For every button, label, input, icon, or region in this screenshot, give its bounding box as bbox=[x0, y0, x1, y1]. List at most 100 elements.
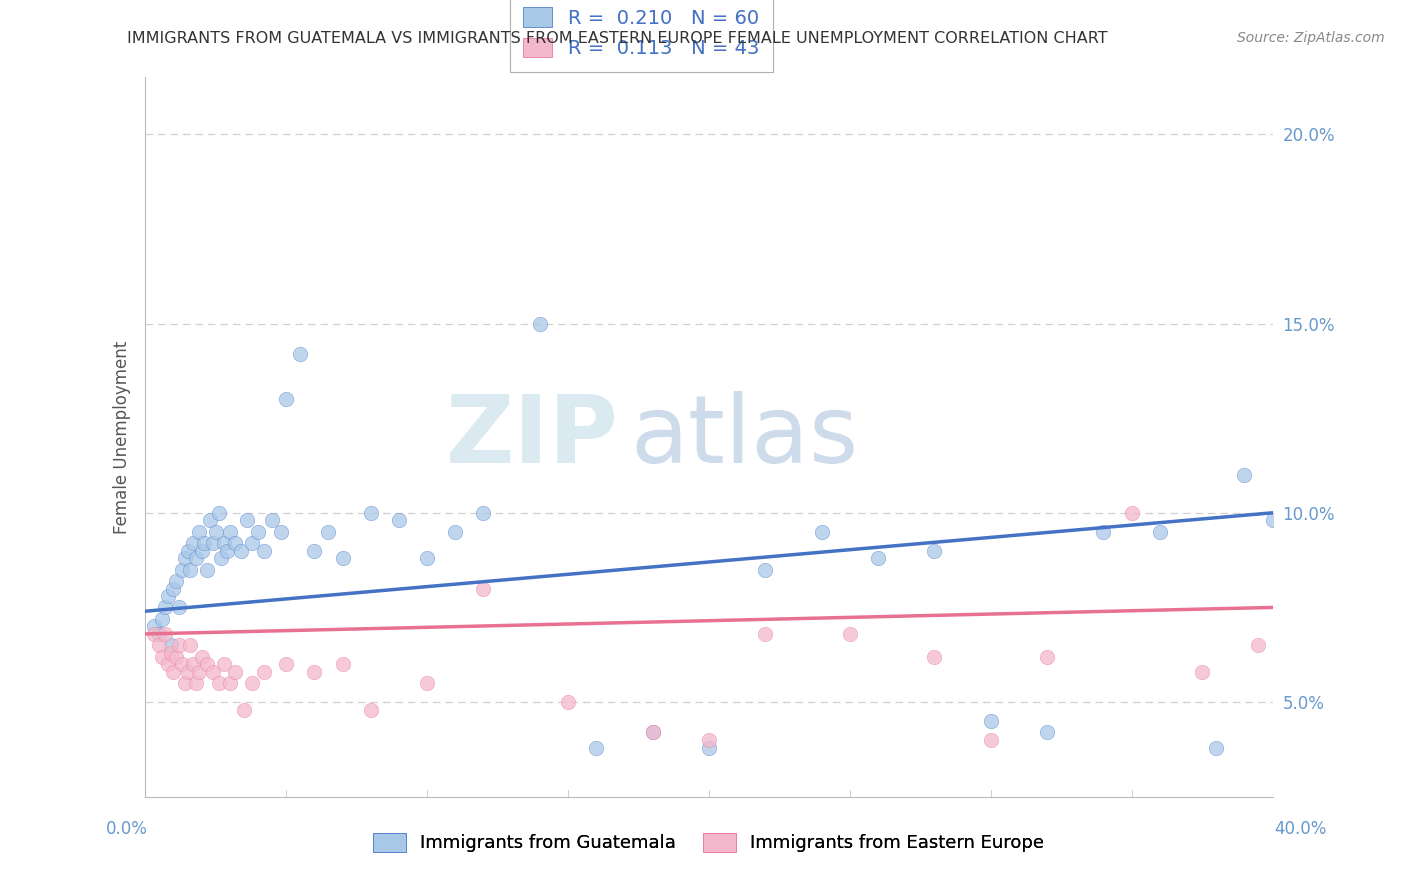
Point bbox=[190, 543, 212, 558]
Point bbox=[472, 582, 495, 596]
Point bbox=[270, 524, 292, 539]
Point bbox=[318, 524, 340, 539]
Point bbox=[207, 506, 229, 520]
Point bbox=[170, 563, 193, 577]
Point bbox=[212, 536, 235, 550]
Point bbox=[184, 551, 207, 566]
Point bbox=[253, 543, 276, 558]
Point bbox=[472, 506, 495, 520]
Point bbox=[173, 551, 195, 566]
Point bbox=[170, 657, 193, 672]
Point bbox=[218, 524, 240, 539]
Point bbox=[148, 627, 170, 641]
Point bbox=[201, 536, 224, 550]
Text: 40.0%: 40.0% bbox=[1274, 820, 1327, 838]
Point bbox=[290, 347, 312, 361]
Point bbox=[1121, 506, 1143, 520]
Point bbox=[224, 665, 246, 679]
Point bbox=[179, 638, 201, 652]
Point bbox=[247, 524, 270, 539]
Point bbox=[201, 665, 224, 679]
Point bbox=[176, 665, 198, 679]
Text: IMMIGRANTS FROM GUATEMALA VS IMMIGRANTS FROM EASTERN EUROPE FEMALE UNEMPLOYMENT : IMMIGRANTS FROM GUATEMALA VS IMMIGRANTS … bbox=[127, 31, 1107, 46]
Text: ZIP: ZIP bbox=[446, 391, 619, 483]
Point bbox=[156, 589, 179, 603]
Point bbox=[173, 676, 195, 690]
Point bbox=[187, 665, 209, 679]
Point bbox=[195, 563, 218, 577]
Point bbox=[276, 657, 298, 672]
Point bbox=[754, 627, 776, 641]
Point bbox=[924, 649, 946, 664]
Point bbox=[167, 600, 190, 615]
Y-axis label: Female Unemployment: Female Unemployment bbox=[114, 341, 131, 533]
Point bbox=[159, 646, 181, 660]
Point bbox=[416, 551, 439, 566]
Point bbox=[198, 513, 221, 527]
Point bbox=[1149, 524, 1171, 539]
Point bbox=[1036, 649, 1059, 664]
Point bbox=[193, 536, 215, 550]
Point bbox=[162, 582, 184, 596]
Point bbox=[207, 676, 229, 690]
Point bbox=[697, 740, 720, 755]
Point bbox=[1261, 513, 1284, 527]
Point bbox=[754, 563, 776, 577]
Point bbox=[190, 649, 212, 664]
Point bbox=[332, 551, 354, 566]
Point bbox=[233, 703, 256, 717]
Point bbox=[156, 657, 179, 672]
Point bbox=[810, 524, 832, 539]
Point bbox=[924, 543, 946, 558]
Text: Source: ZipAtlas.com: Source: ZipAtlas.com bbox=[1237, 31, 1385, 45]
Point bbox=[444, 524, 467, 539]
Point bbox=[242, 676, 264, 690]
Point bbox=[150, 612, 173, 626]
Point bbox=[332, 657, 354, 672]
Point bbox=[1205, 740, 1227, 755]
Point bbox=[165, 574, 187, 588]
Point bbox=[262, 513, 284, 527]
Point bbox=[142, 619, 165, 633]
Point bbox=[360, 506, 382, 520]
Point bbox=[980, 733, 1002, 747]
Point bbox=[184, 676, 207, 690]
Point bbox=[212, 657, 235, 672]
Point bbox=[181, 536, 204, 550]
Point bbox=[641, 725, 664, 739]
Point bbox=[236, 513, 259, 527]
Point bbox=[1092, 524, 1115, 539]
Point bbox=[176, 543, 198, 558]
Point bbox=[1191, 665, 1213, 679]
Text: 0.0%: 0.0% bbox=[105, 820, 148, 838]
Point bbox=[253, 665, 276, 679]
Point bbox=[148, 638, 170, 652]
Point bbox=[153, 627, 176, 641]
Point bbox=[224, 536, 246, 550]
Point bbox=[218, 676, 240, 690]
Point bbox=[159, 638, 181, 652]
Point bbox=[697, 733, 720, 747]
Point bbox=[360, 703, 382, 717]
Point bbox=[153, 600, 176, 615]
Point bbox=[179, 563, 201, 577]
Point bbox=[229, 543, 252, 558]
Point bbox=[204, 524, 226, 539]
Point bbox=[388, 513, 411, 527]
Point bbox=[416, 676, 439, 690]
Point bbox=[165, 649, 187, 664]
Point bbox=[142, 627, 165, 641]
Point bbox=[215, 543, 238, 558]
Point bbox=[1233, 467, 1256, 482]
Legend: R =  0.210   N = 60, R =  0.113   N = 43: R = 0.210 N = 60, R = 0.113 N = 43 bbox=[509, 0, 773, 71]
Point bbox=[209, 551, 232, 566]
Point bbox=[980, 714, 1002, 728]
Point bbox=[641, 725, 664, 739]
Point bbox=[181, 657, 204, 672]
Point bbox=[195, 657, 218, 672]
Point bbox=[276, 392, 298, 407]
Point bbox=[187, 524, 209, 539]
Point bbox=[866, 551, 889, 566]
Point bbox=[1036, 725, 1059, 739]
Point bbox=[838, 627, 860, 641]
